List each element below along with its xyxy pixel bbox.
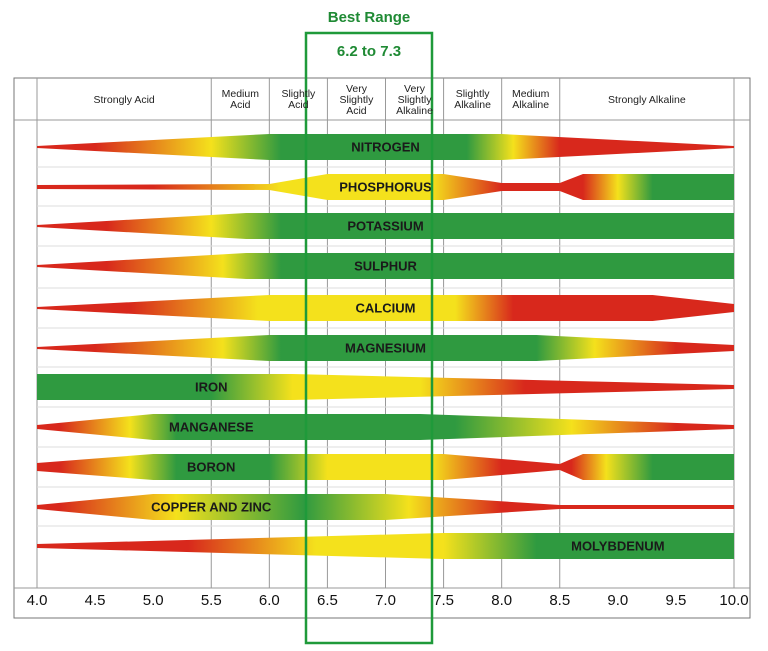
axis-label: 5.0 — [143, 592, 164, 609]
nutrient-band — [37, 454, 734, 480]
zone-label: Very Slightly Alkaline — [396, 82, 433, 117]
nutrient-label: CALCIUM — [356, 300, 416, 315]
axis-label: 8.5 — [549, 592, 570, 609]
axis-label: 5.5 — [201, 592, 222, 609]
nutrient-label: MOLYBDENUM — [571, 538, 664, 553]
axis-label: 8.0 — [491, 592, 512, 609]
axis-label: 6.5 — [317, 592, 338, 609]
axis-label: 9.0 — [607, 592, 628, 609]
nutrient-band — [37, 134, 734, 160]
best-range-box — [304, 31, 434, 645]
nutrient-label: COPPER AND ZINC — [151, 499, 272, 514]
zone-label: Strongly Acid — [93, 93, 155, 106]
axis-label: 9.5 — [665, 592, 686, 609]
nutrient-label: MAGNESIUM — [345, 340, 426, 355]
axis-label: 4.5 — [85, 592, 106, 609]
zone-label: Medium Alkaline — [512, 88, 550, 111]
nutrient-label: NITROGEN — [351, 139, 420, 154]
nutrient-band — [37, 213, 734, 239]
axis-label: 10.0 — [719, 592, 748, 609]
nutrient-label: SULPHUR — [354, 258, 417, 273]
nutrient-label: POTASSIUM — [347, 218, 423, 233]
axis-label: 7.0 — [375, 592, 396, 609]
nutrient-band — [37, 494, 734, 520]
nutrient-label: MANGANESE — [169, 419, 254, 434]
nutrient-band — [37, 295, 734, 321]
nutrient-label: IRON — [195, 379, 228, 394]
nutrient-label: BORON — [187, 459, 235, 474]
subtitle: 6.2 to 7.3 — [337, 43, 401, 60]
axis-label: 4.0 — [27, 592, 48, 609]
nutrient-band — [37, 253, 734, 279]
zone-label: Very Slightly Acid — [339, 82, 374, 117]
nutrient-band — [37, 374, 734, 400]
axis-label: 7.5 — [433, 592, 454, 609]
nutrient-band — [37, 414, 734, 440]
nutrient-band — [37, 533, 734, 559]
nutrient-band — [37, 174, 734, 200]
axis-label: 6.0 — [259, 592, 280, 609]
zone-label: Slightly Acid — [281, 88, 316, 111]
nutrient-label: PHOSPHORUS — [339, 179, 432, 194]
zone-label: Slightly Alkaline — [454, 88, 491, 111]
zone-label: Medium Acid — [221, 88, 259, 111]
zone-label: Strongly Alkaline — [608, 93, 686, 106]
title: Best Range — [328, 9, 411, 26]
nutrient-band — [37, 335, 734, 361]
